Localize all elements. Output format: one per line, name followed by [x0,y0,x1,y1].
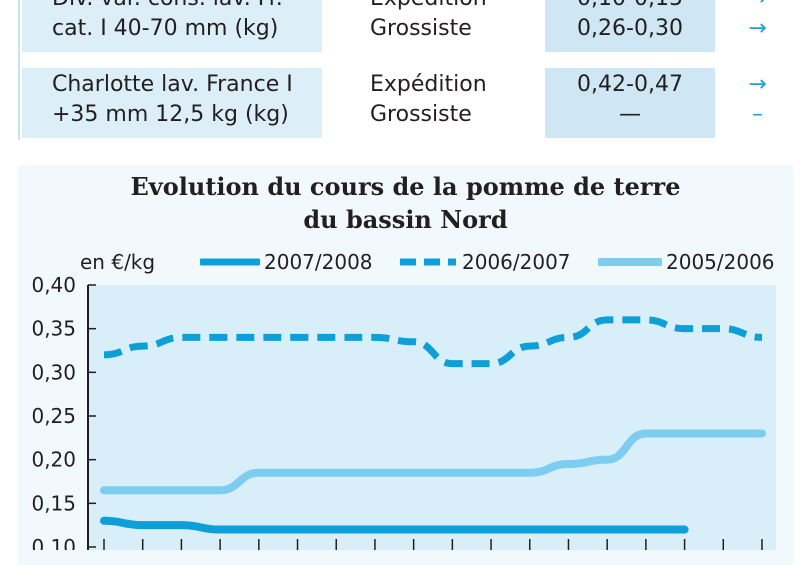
legend-label: 2005/2006 [666,250,775,274]
stage-label: Expédition [370,0,542,14]
series-line-2006-2007 [103,316,763,368]
y-tick-label: 0,35 [31,317,76,341]
y-axis-unit-label: en €/kg [80,250,156,274]
product-line: Div. var. cons. lav. Fr. [52,0,322,14]
price-cell: 0,10-0,15 0,26-0,30 [545,0,715,52]
table-row: Charlotte lav. France I +35 mm 12,5 kg (… [22,68,800,138]
trend-arrow-icon: → [715,0,800,14]
legend-swatch-2007-2008 [200,258,260,266]
price-value: 0,26-0,30 [577,16,683,41]
product-line: +35 mm 12,5 kg (kg) [52,102,289,127]
y-tick-label: 0,10 [31,535,76,550]
stage-cell: Expédition Grossiste [322,0,542,52]
trend-cell: → → [715,0,800,52]
trend-arrow-icon: → [748,72,767,97]
chart-plot: 0,10 0,15 0,20 0,25 0,30 0,35 0,40 [31,273,776,550]
price-table: Div. var. cons. lav. Fr. cat. I 40-70 mm… [0,0,800,148]
series-line-2005-2006 [100,429,766,495]
y-tick-label: 0,30 [31,360,76,384]
legend-swatch-2006-2007 [400,258,456,266]
stage-label: Grossiste [370,16,472,41]
table-left-rule [18,0,20,140]
y-tick-label: 0,40 [31,273,76,297]
price-value: 0,10-0,15 [545,0,715,14]
legend-label: 2007/2008 [264,250,373,274]
product-cell: Charlotte lav. France I +35 mm 12,5 kg (… [22,68,322,138]
trend-cell: → – [715,68,800,138]
product-cell: Div. var. cons. lav. Fr. cat. I 40-70 mm… [22,0,322,52]
y-tick-label: 0,15 [31,491,76,515]
product-line: Charlotte lav. France I [52,72,293,97]
trend-dash-icon: – [752,102,763,127]
series-line-2007-2008 [100,516,689,534]
price-value: 0,42-0,47 [577,72,683,97]
y-tick-label: 0,20 [31,448,76,472]
chart-title-line: Evolution du cours de la pomme de terre [130,172,681,201]
stage-cell: Expédition Grossiste [322,68,542,138]
table-row: Div. var. cons. lav. Fr. cat. I 40-70 mm… [22,0,800,52]
y-tick-label: 0,25 [31,404,76,428]
stage-label: Grossiste [370,102,472,127]
product-line: cat. I 40-70 mm (kg) [52,16,279,41]
plot-area [88,285,776,550]
legend-swatch-2005-2006 [598,258,662,266]
price-cell: 0,42-0,47 — [545,68,715,138]
legend-label: 2006/2007 [462,250,571,274]
price-value: — [619,102,641,127]
stage-label: Expédition [370,72,487,97]
chart-title: Evolution du cours de la pomme de terre … [18,170,793,236]
trend-arrow-icon: → [748,16,767,41]
chart-title-line: du bassin Nord [303,205,508,234]
